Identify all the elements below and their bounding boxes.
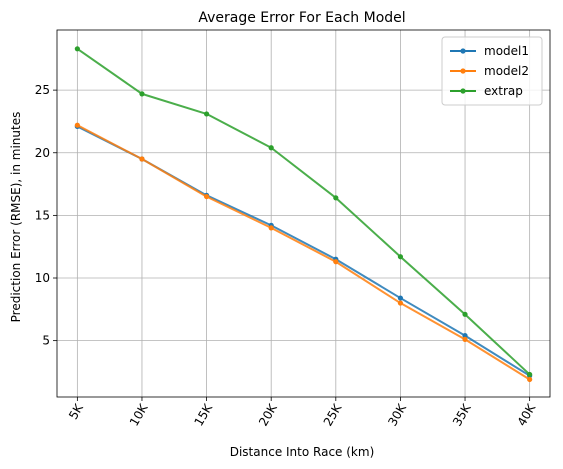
y-tick-label: 10	[35, 271, 50, 285]
series-model2	[75, 123, 532, 382]
data-point-model2	[139, 156, 144, 161]
x-tick-label: 25K	[321, 401, 345, 429]
data-point-model2	[527, 377, 532, 382]
data-point-extrap	[204, 111, 209, 116]
data-point-model2	[269, 225, 274, 230]
y-tick-label: 5	[42, 334, 50, 348]
data-point-extrap	[527, 372, 532, 377]
x-tick-label: 35K	[450, 401, 474, 429]
data-point-extrap	[139, 91, 144, 96]
legend-marker-extrap	[460, 88, 465, 93]
data-point-model2	[75, 123, 80, 128]
x-tick-label: 20K	[256, 401, 280, 429]
data-point-extrap	[462, 312, 467, 317]
legend-label-model2: model2	[484, 64, 529, 78]
data-point-model2	[204, 194, 209, 199]
legend-label-model1: model1	[484, 44, 529, 58]
data-point-extrap	[333, 195, 338, 200]
chart-title: Average Error For Each Model	[198, 10, 405, 26]
data-point-model1	[398, 295, 403, 300]
x-tick-label: 40K	[515, 401, 539, 429]
x-tick-label: 10K	[127, 401, 151, 429]
legend-marker-model2	[460, 68, 465, 73]
y-tick-label: 20	[35, 146, 50, 160]
data-point-extrap	[398, 254, 403, 259]
legend-marker-model1	[460, 48, 465, 53]
data-point-model2	[333, 259, 338, 264]
x-tick-label: 30K	[385, 401, 409, 429]
data-point-model2	[398, 300, 403, 305]
x-axis-label: Distance Into Race (km)	[230, 445, 375, 459]
legend: model1 model2 extrap	[442, 37, 542, 105]
y-axis-label: Prediction Error (RMSE), in minutes	[9, 112, 23, 323]
y-tick-label: 15	[35, 208, 50, 222]
data-point-extrap	[269, 145, 274, 150]
x-tick-label: 5K	[66, 401, 86, 422]
y-tick-label: 25	[35, 83, 50, 97]
legend-label-extrap: extrap	[484, 84, 523, 98]
x-tick-label: 15K	[191, 401, 215, 429]
data-point-extrap	[75, 46, 80, 51]
data-point-model2	[462, 337, 467, 342]
series-line-model2	[77, 125, 529, 379]
